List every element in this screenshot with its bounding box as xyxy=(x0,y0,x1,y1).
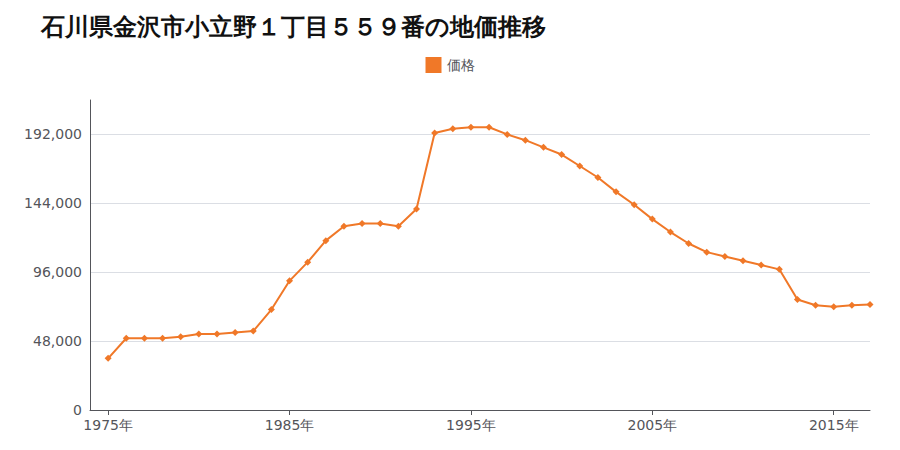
svg-text:1995年: 1995年 xyxy=(446,417,496,433)
svg-text:石川県金沢市小立野１丁目５５９番の地価推移: 石川県金沢市小立野１丁目５５９番の地価推移 xyxy=(40,13,546,41)
svg-text:144,000: 144,000 xyxy=(24,195,82,211)
svg-text:1975年: 1975年 xyxy=(83,417,133,433)
svg-text:価格: 価格 xyxy=(447,57,475,73)
svg-text:1985年: 1985年 xyxy=(265,417,315,433)
svg-text:2005年: 2005年 xyxy=(628,417,678,433)
svg-text:0: 0 xyxy=(73,402,82,418)
svg-text:192,000: 192,000 xyxy=(24,126,82,142)
svg-text:96,000: 96,000 xyxy=(33,264,82,280)
svg-text:48,000: 48,000 xyxy=(33,333,82,349)
svg-text:2015年: 2015年 xyxy=(809,417,859,433)
